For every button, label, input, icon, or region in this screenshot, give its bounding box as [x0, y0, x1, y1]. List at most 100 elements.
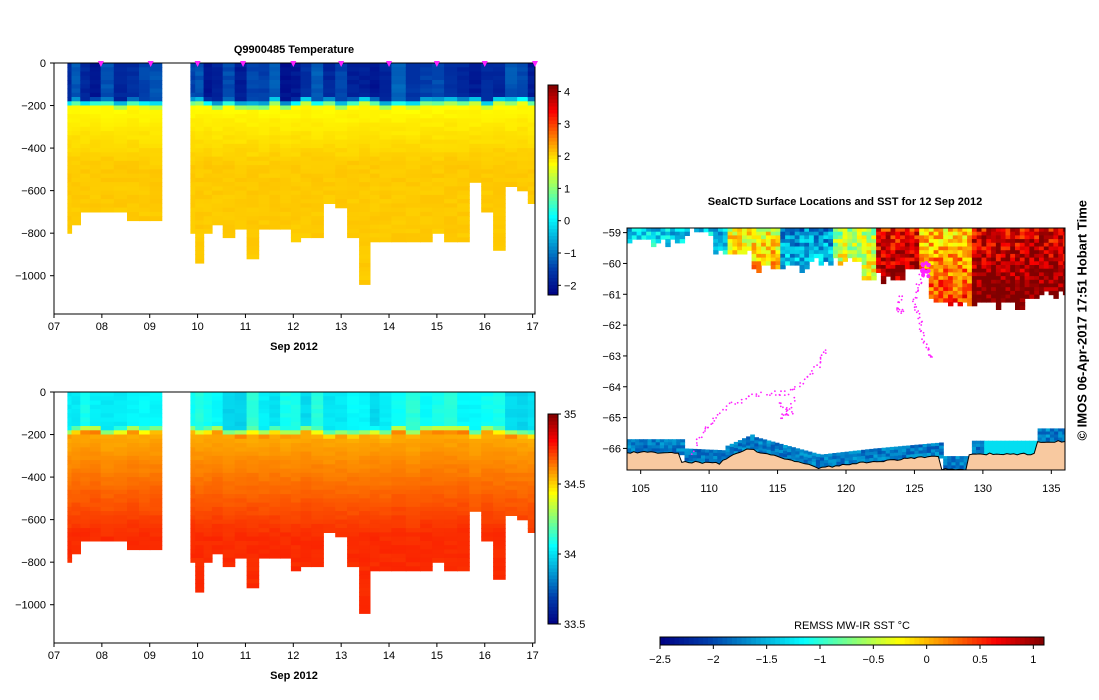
p1-cell — [517, 148, 529, 153]
p1-cell — [149, 203, 163, 209]
p2-cell — [211, 540, 224, 546]
p2-cell — [420, 455, 433, 461]
p1-cell — [246, 126, 260, 132]
p1-cell — [203, 135, 213, 141]
p1-cell — [379, 84, 393, 90]
sst-cell — [991, 261, 997, 266]
sst-cell — [1024, 231, 1030, 236]
sst-cell — [785, 242, 791, 248]
sst-cell — [761, 257, 767, 262]
sst-cell — [938, 242, 944, 248]
p1-cell — [505, 97, 518, 102]
p1-cell — [323, 75, 336, 81]
p2-cell — [323, 400, 336, 406]
p1-cell — [113, 122, 128, 128]
p2-cell — [269, 430, 281, 436]
p2-cell — [71, 460, 81, 465]
p2-cell — [89, 447, 102, 453]
p2-cell — [420, 451, 433, 457]
sst-cell — [809, 239, 815, 244]
p2-cell — [290, 536, 302, 542]
sst-cell — [1029, 231, 1035, 236]
p2-cell — [139, 536, 151, 542]
p2-cell — [246, 553, 260, 559]
sst-cell — [995, 305, 1002, 310]
p2-cell — [269, 472, 281, 478]
p2-cell — [432, 502, 445, 508]
p1-cell — [100, 152, 115, 158]
p2-cell — [100, 438, 115, 444]
p1-colorbar-swatch — [548, 207, 558, 212]
p2-cell — [457, 494, 470, 499]
sst-cell — [1048, 228, 1054, 233]
sst-cell — [1019, 228, 1026, 233]
sst-cell — [1000, 257, 1007, 262]
p1-cell — [359, 92, 371, 98]
p2-cell — [391, 532, 407, 538]
p1-cell — [493, 169, 506, 175]
p2-cell — [347, 417, 360, 423]
p1-cell — [469, 152, 482, 158]
p1-cell — [300, 67, 312, 73]
p1-cell — [127, 75, 140, 81]
p2-cell — [420, 545, 433, 551]
p2-cell — [420, 468, 433, 474]
p1-cell — [444, 63, 458, 68]
sst-cell — [1024, 242, 1030, 248]
p2-cell — [391, 455, 407, 461]
p2-cell — [290, 502, 302, 508]
p1-cell — [269, 177, 281, 183]
p1-cell — [335, 139, 348, 145]
sst-cell — [1010, 279, 1016, 285]
temperature-profile-markers — [97, 61, 538, 67]
p1-cell — [517, 97, 529, 102]
p2-cell — [190, 519, 196, 525]
p1-cell — [89, 67, 102, 73]
p2-cell — [517, 489, 529, 495]
p1-cell — [67, 109, 73, 115]
p1-cell — [269, 109, 281, 115]
p2-cell — [369, 532, 381, 538]
p1-cell — [493, 92, 506, 98]
sst-cell — [876, 257, 882, 262]
sst-cell — [1062, 261, 1065, 266]
p1-cell — [100, 97, 115, 102]
p2-cell — [149, 392, 163, 397]
p1-cell — [444, 190, 458, 196]
sst-cell — [1029, 443, 1035, 448]
sst-cell — [952, 268, 959, 273]
sst-cell — [774, 448, 780, 453]
p2-cell — [246, 540, 260, 546]
p1-cell — [139, 148, 151, 153]
p1-cell — [457, 186, 470, 192]
p2-cell — [222, 528, 236, 533]
p2-cell — [432, 447, 445, 453]
p1-cell — [391, 92, 407, 98]
sst-cell — [926, 443, 932, 448]
p2-cell — [113, 417, 128, 423]
p2-cell — [369, 506, 381, 512]
sst-cell — [1010, 250, 1016, 255]
sst-cell — [803, 456, 809, 461]
p2-cell — [190, 557, 196, 563]
sst-cell — [1062, 250, 1065, 255]
sst-cell — [804, 261, 810, 266]
p2-cell — [347, 455, 360, 461]
p1-cell — [359, 165, 371, 170]
p2-cell — [359, 421, 371, 427]
sst-cell — [957, 228, 963, 233]
p1-cell — [100, 148, 115, 153]
p1-cell — [457, 194, 470, 200]
sst-cell — [778, 450, 784, 454]
p1-cell — [369, 186, 381, 192]
p2-cell — [280, 528, 292, 533]
p1-cell — [280, 84, 292, 90]
sst-cell — [919, 239, 925, 244]
p2-cell — [71, 545, 81, 551]
sst-cell — [914, 253, 920, 259]
sst-cell — [976, 242, 983, 248]
p2-cell — [420, 392, 433, 397]
p1-cell — [67, 182, 73, 187]
p1-cell — [234, 143, 248, 149]
sst-cell — [1048, 279, 1054, 285]
